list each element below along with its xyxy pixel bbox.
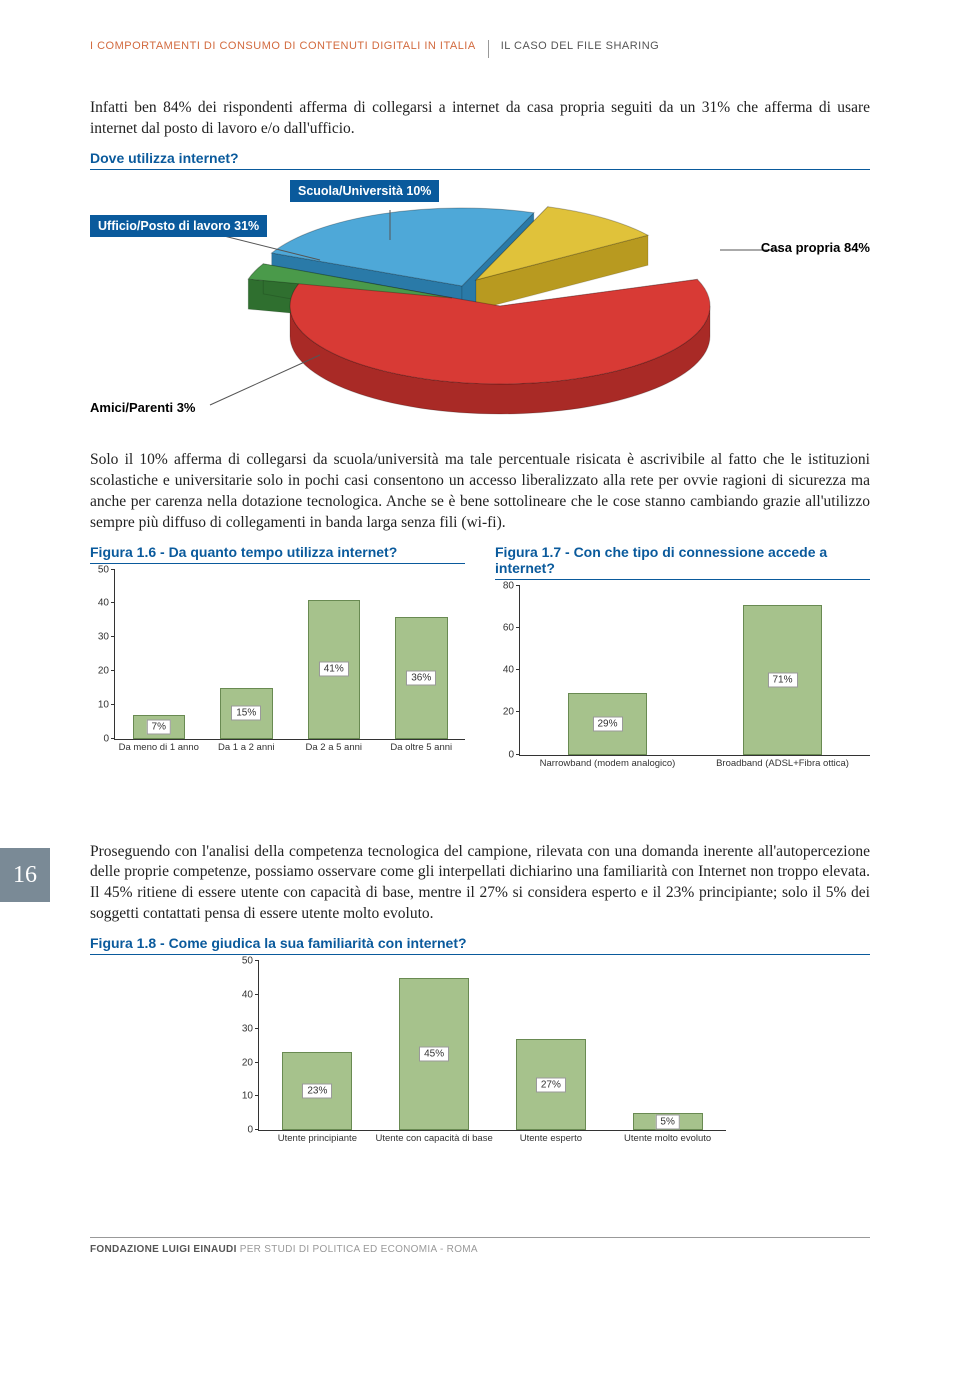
- bar-value-label: 23%: [302, 1084, 332, 1099]
- y-tick: 60: [503, 622, 520, 633]
- pie-chart: Scuola/Università 10% Ufficio/Posto di l…: [90, 180, 870, 430]
- bar-rect: 29%: [568, 693, 647, 754]
- chart18-title: Figura 1.8 - Come giudica la sua familia…: [90, 935, 870, 955]
- bar-rect: 15%: [220, 688, 273, 739]
- bar-value-label: 71%: [767, 672, 797, 687]
- bar-value-label: 45%: [419, 1047, 449, 1062]
- pie-label-casa: Casa propria 84%: [761, 240, 870, 255]
- footer: FONDAZIONE LUIGI EINAUDI PER STUDI DI PO…: [90, 1237, 870, 1255]
- bar-column: 29%Narrowband (modem analogico): [520, 586, 695, 755]
- paragraph-2: Solo il 10% afferma di collegarsi da scu…: [90, 450, 870, 534]
- paragraph-3: Proseguendo con l'analisi della competen…: [90, 842, 870, 926]
- chart17-title: Figura 1.7 - Con che tipo di connessione…: [495, 544, 870, 580]
- bar-rect: 45%: [399, 978, 469, 1130]
- bar-column: 41%Da 2 a 5 anni: [290, 570, 378, 739]
- bar-column: 5%Utente molto evoluto: [609, 961, 726, 1130]
- bar-rect: 23%: [282, 1052, 352, 1130]
- bar-value-label: 36%: [406, 670, 436, 685]
- bar-column: 45%Utente con capacità di base: [376, 961, 493, 1130]
- bar-rect: 36%: [395, 617, 448, 739]
- bar-x-label: Da oltre 5 anni: [369, 739, 474, 753]
- bar-column: 27%Utente esperto: [493, 961, 610, 1130]
- y-tick: 10: [98, 699, 115, 710]
- bar-rect: 5%: [633, 1113, 703, 1130]
- pie-title: Dove utilizza internet?: [90, 150, 870, 170]
- footer-rest: PER STUDI DI POLITICA ED ECONOMIA - ROMA: [237, 1244, 478, 1255]
- y-tick: 50: [98, 564, 115, 575]
- intro-paragraph-1: Infatti ben 84% dei rispondenti afferma …: [90, 98, 870, 140]
- bar-column: 71%Broadband (ADSL+Fibra ottica): [695, 586, 870, 755]
- y-tick: 40: [98, 598, 115, 609]
- bar-rect: 27%: [516, 1039, 586, 1130]
- bar-column: 15%Da 1 a 2 anni: [203, 570, 291, 739]
- footer-bold: FONDAZIONE LUIGI EINAUDI: [90, 1244, 237, 1255]
- bar-x-label: Broadband (ADSL+Fibra ottica): [678, 755, 888, 769]
- chart18: 0102030405023%Utente principiante45%Uten…: [258, 961, 726, 1131]
- bar-value-label: 15%: [231, 706, 261, 721]
- header-left: I COMPORTAMENTI DI CONSUMO DI CONTENUTI …: [90, 40, 489, 58]
- bar-value-label: 7%: [147, 719, 171, 734]
- y-tick: 40: [242, 990, 259, 1001]
- bar-column: 36%Da oltre 5 anni: [378, 570, 466, 739]
- bar-value-label: 29%: [592, 716, 622, 731]
- chart16-title: Figura 1.6 - Da quanto tempo utilizza in…: [90, 544, 465, 564]
- y-tick: 20: [98, 665, 115, 676]
- page-header: I COMPORTAMENTI DI CONSUMO DI CONTENUTI …: [90, 40, 870, 58]
- chart17: 02040608029%Narrowband (modem analogico)…: [519, 586, 870, 756]
- y-tick: 80: [503, 580, 520, 591]
- pie-label-amici: Amici/Parenti 3%: [90, 400, 196, 415]
- bar-x-label: Utente molto evoluto: [598, 1130, 738, 1144]
- page-number-tab: 16: [0, 848, 50, 902]
- y-tick: 20: [503, 707, 520, 718]
- bar-value-label: 41%: [319, 662, 349, 677]
- y-tick: 40: [503, 665, 520, 676]
- y-tick: 10: [242, 1091, 259, 1102]
- pie-label-scuola: Scuola/Università 10%: [290, 180, 439, 202]
- bar-value-label: 5%: [655, 1114, 679, 1129]
- bar-column: 23%Utente principiante: [259, 961, 376, 1130]
- bar-rect: 41%: [308, 600, 361, 739]
- y-tick: 20: [242, 1057, 259, 1068]
- bar-rect: 7%: [133, 715, 186, 739]
- bar-value-label: 27%: [536, 1077, 566, 1092]
- y-tick: 50: [242, 956, 259, 967]
- bar-column: 7%Da meno di 1 anno: [115, 570, 203, 739]
- charts-row: Figura 1.6 - Da quanto tempo utilizza in…: [90, 544, 870, 792]
- y-tick: 30: [98, 632, 115, 643]
- header-right: IL CASO DEL FILE SHARING: [489, 40, 660, 58]
- pie-label-ufficio: Ufficio/Posto di lavoro 31%: [90, 215, 267, 237]
- bar-rect: 71%: [743, 605, 822, 755]
- y-tick: 30: [242, 1023, 259, 1034]
- chart16: 010203040507%Da meno di 1 anno15%Da 1 a …: [114, 570, 465, 740]
